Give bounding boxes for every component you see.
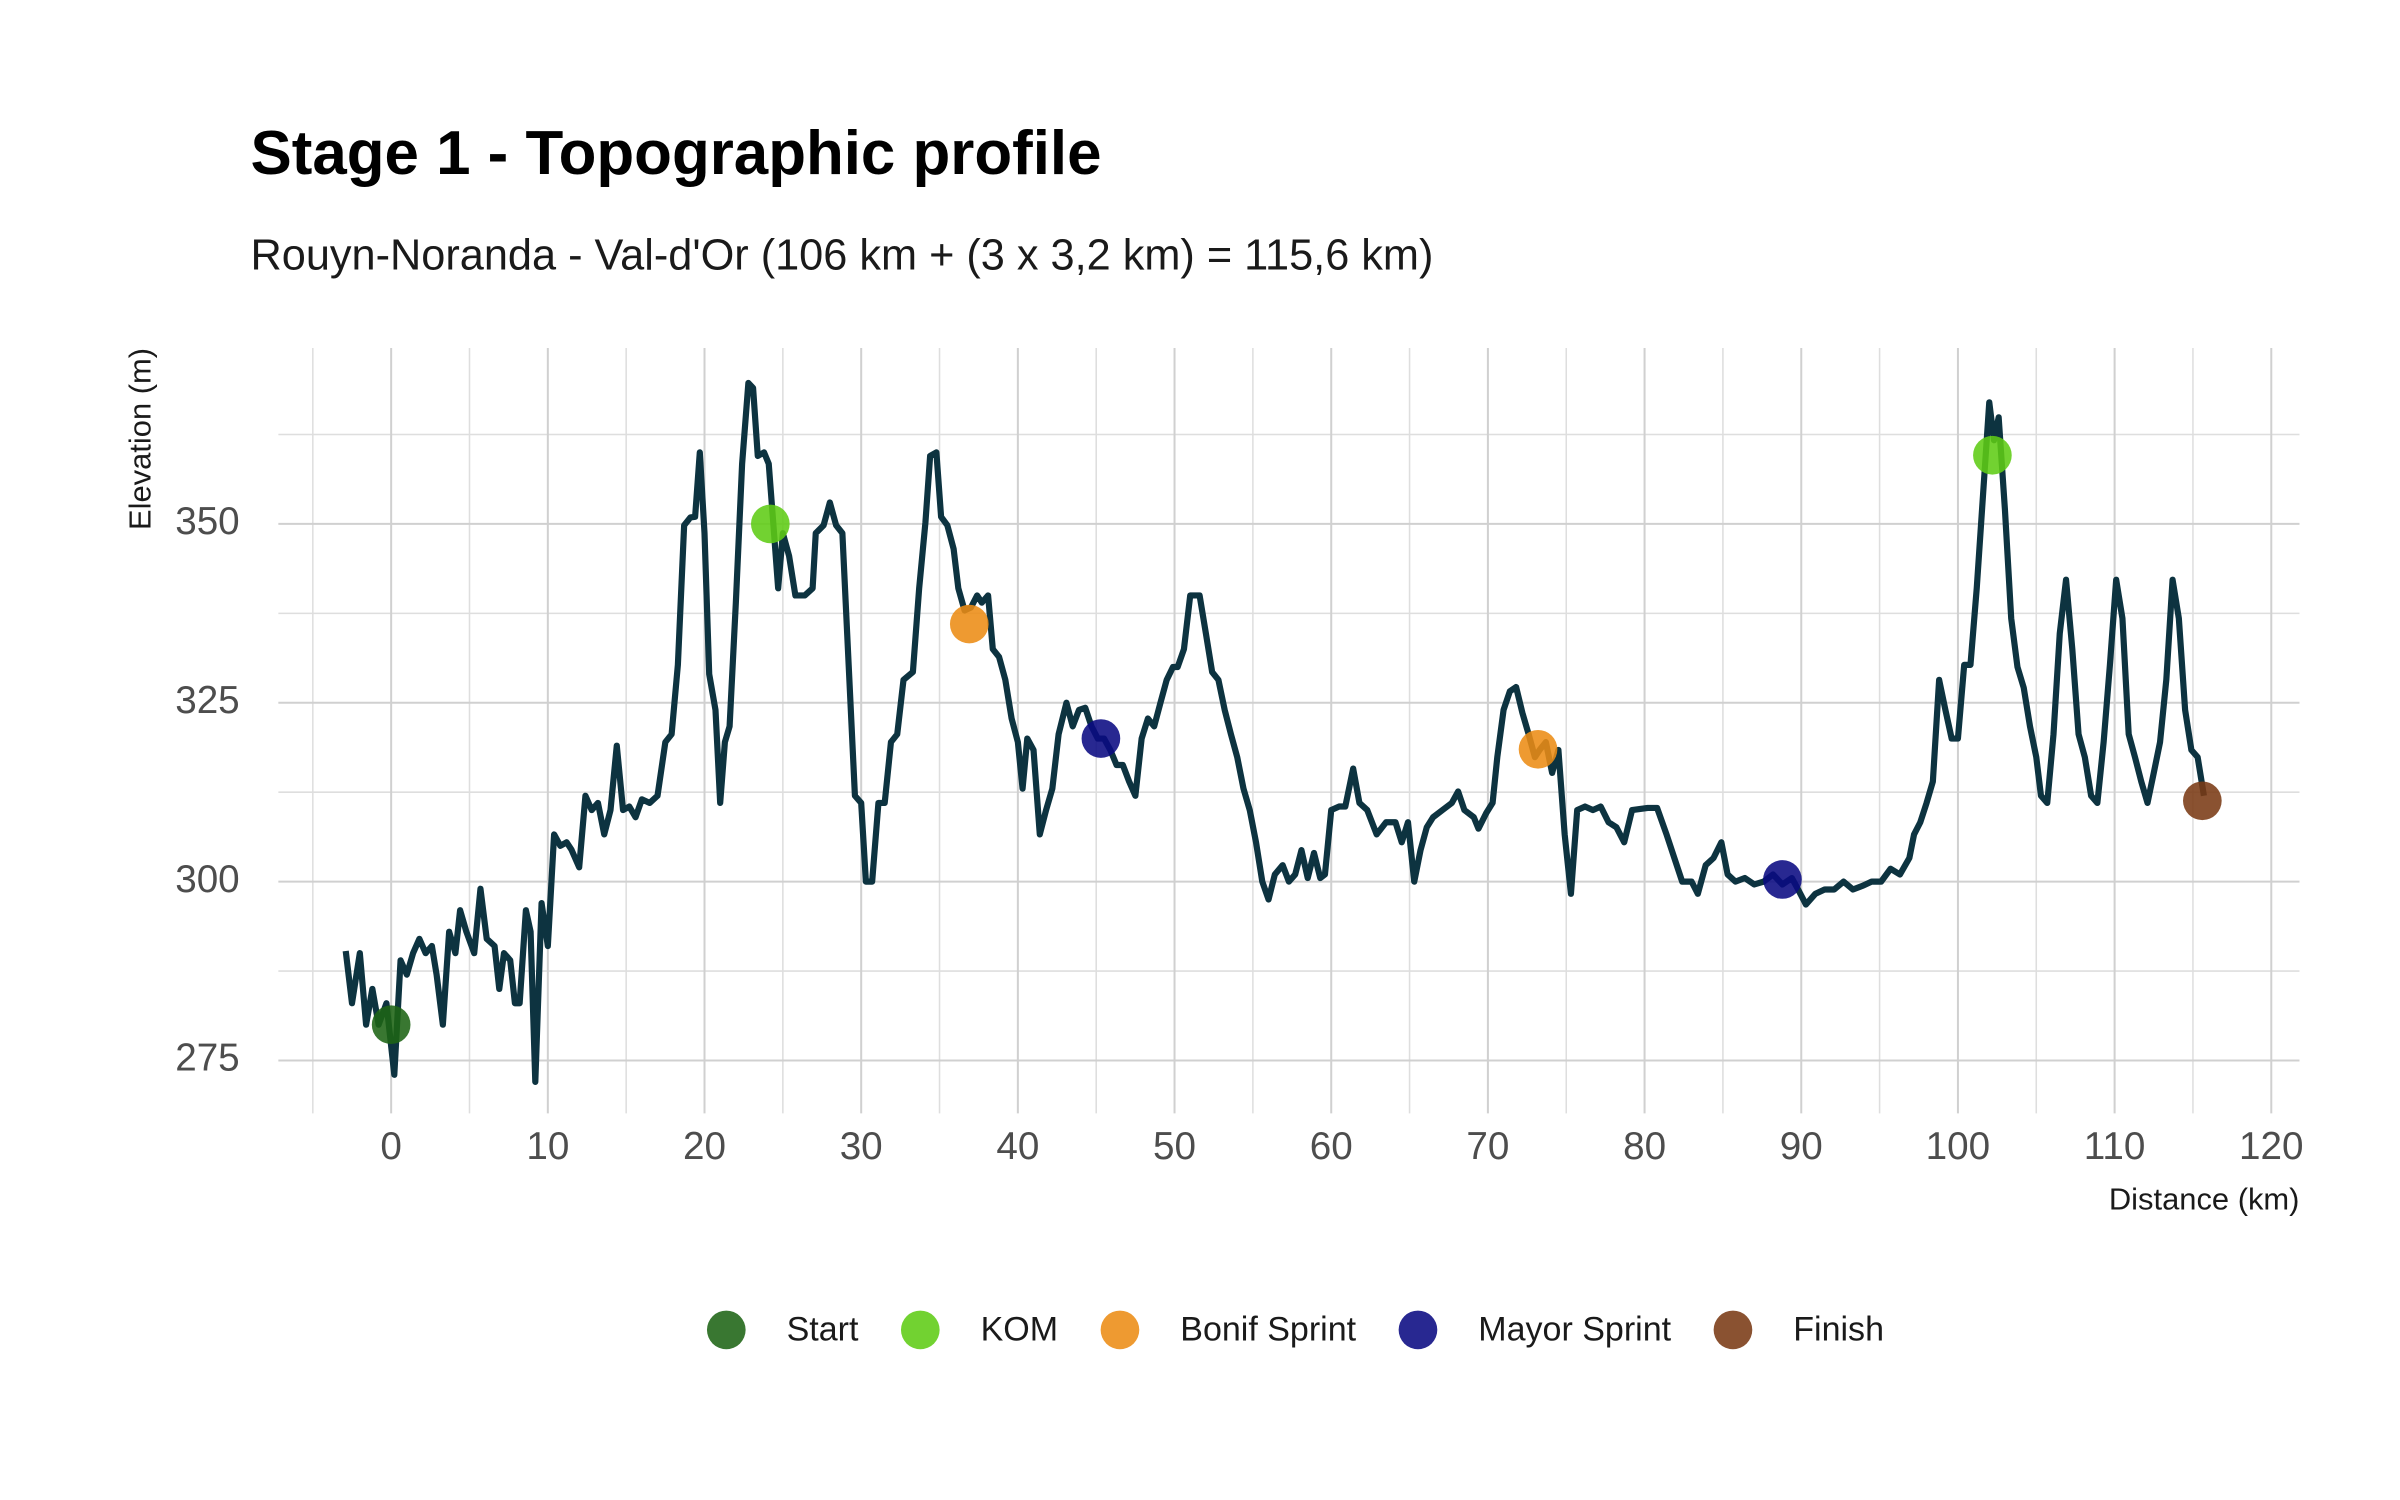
- legend-label: Start: [787, 1310, 859, 1348]
- x-axis-title: Distance (km): [2109, 1182, 2300, 1217]
- x-tick-label: 10: [526, 1125, 569, 1168]
- x-tick-label: 0: [380, 1125, 402, 1168]
- grid: 0 10 20 30 40 50 60 70 80 90 100 110 120 275 300 325 350: [175, 347, 2304, 1168]
- point-marker: [371, 1005, 411, 1045]
- elevation-line: [342, 379, 2207, 1086]
- point-marker: [1081, 719, 1121, 758]
- plot-area: [342, 379, 2222, 1086]
- y-tick-label: 350: [175, 500, 239, 543]
- legend-swatch: [1713, 1310, 1753, 1350]
- legend-swatch: [1398, 1310, 1438, 1350]
- chart-title: Stage 1 - Topographic profile: [251, 119, 1102, 188]
- y-tick-label: 300: [175, 858, 239, 901]
- legend-swatch: [706, 1310, 746, 1350]
- point-marker: [750, 504, 790, 544]
- y-tick-label: 275: [175, 1037, 239, 1080]
- legend-label: Mayor Sprint: [1478, 1310, 1671, 1348]
- point-marker: [2183, 781, 2222, 821]
- legend-swatch: [1100, 1310, 1140, 1350]
- point-marker: [1763, 860, 1802, 899]
- legend: Start KOM Bonif Sprint Mayor Sprint Finish: [706, 1310, 1884, 1350]
- x-tick-label: 50: [1153, 1125, 1196, 1168]
- x-tick-label: 90: [1780, 1125, 1823, 1168]
- legend-item: Start: [706, 1310, 859, 1350]
- x-tick-label: 70: [1466, 1125, 1509, 1168]
- x-tick-label: 30: [840, 1125, 883, 1168]
- x-tick-label: 60: [1310, 1125, 1353, 1168]
- legend-item: Bonif Sprint: [1100, 1310, 1357, 1350]
- x-tick-label: 40: [996, 1125, 1039, 1168]
- legend-label: Finish: [1793, 1310, 1884, 1348]
- x-tick-label: 120: [2239, 1125, 2303, 1168]
- legend-label: Bonif Sprint: [1180, 1310, 1356, 1348]
- point-marker: [1973, 435, 2012, 475]
- legend-item: KOM: [900, 1310, 1058, 1350]
- x-tick-label: 80: [1623, 1125, 1666, 1168]
- y-tick-label: 325: [175, 679, 239, 722]
- legend-item: Finish: [1713, 1310, 1884, 1350]
- chart-subtitle: Rouyn-Noranda - Val-d'Or (106 km + (3 x …: [251, 232, 1434, 280]
- legend-swatch: [900, 1310, 940, 1350]
- x-tick-label: 110: [2084, 1125, 2146, 1168]
- x-tick-label: 20: [683, 1125, 726, 1168]
- point-marker: [1518, 729, 1558, 769]
- point-marker: [949, 604, 989, 644]
- legend-item: Mayor Sprint: [1398, 1310, 1672, 1350]
- y-axis-title: Elevation (m): [122, 348, 157, 530]
- x-tick-label: 100: [1926, 1125, 1990, 1168]
- legend-label: KOM: [981, 1310, 1058, 1348]
